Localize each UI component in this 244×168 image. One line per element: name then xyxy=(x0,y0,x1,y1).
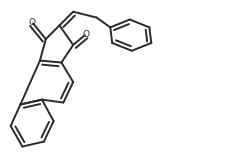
Text: O: O xyxy=(82,30,89,39)
Text: O: O xyxy=(29,18,36,27)
